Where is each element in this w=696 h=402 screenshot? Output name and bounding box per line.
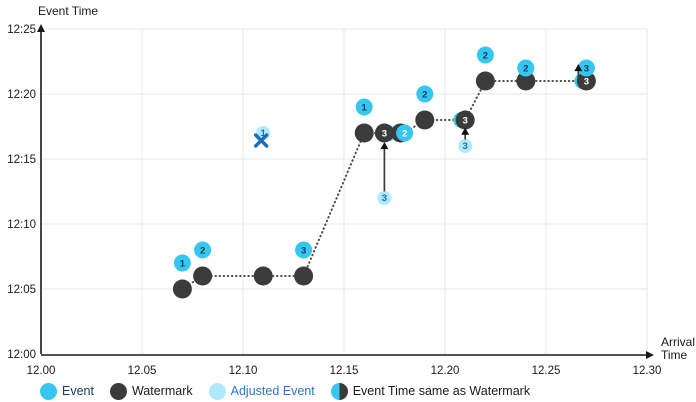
x-tick-label: 12.30 xyxy=(633,365,662,377)
adjustment-arrow xyxy=(380,142,389,192)
watermark-swatch-icon xyxy=(109,382,127,400)
y-tick-label: 12:15 xyxy=(7,154,36,166)
watermark-half xyxy=(455,110,475,130)
event-point: 2 xyxy=(194,241,212,259)
x-axis-title: Arrival xyxy=(661,335,695,349)
event-number: 2 xyxy=(422,89,427,100)
event-point: 2 xyxy=(517,59,535,77)
event-circle xyxy=(295,241,313,259)
dropped-x-mark-icon xyxy=(253,133,269,148)
legend-label: Watermark xyxy=(131,383,193,398)
adjustment-arrow xyxy=(461,127,470,140)
same-as-watermark-number: 3 xyxy=(584,76,589,87)
event-circle xyxy=(577,59,595,77)
x-tick-label: 12.25 xyxy=(532,365,561,377)
y-tick-label: 12:00 xyxy=(7,349,36,361)
y-tick-label: 12:20 xyxy=(7,89,36,101)
adjusted-event-number: 1 xyxy=(261,128,267,139)
adjusted-swatch-icon xyxy=(208,382,226,400)
chart-legend: Event Watermark Adjusted Event Event Time s… xyxy=(40,381,530,401)
y-axis-arrowhead-icon xyxy=(37,24,45,32)
x-tick-label: 12.20 xyxy=(431,365,460,377)
watermark-point xyxy=(516,71,536,91)
adjusted-event-point: 3 xyxy=(458,139,473,153)
arrow-head-icon xyxy=(574,64,583,72)
x-tick-label: 12.15 xyxy=(330,365,359,377)
x-axis-arrowhead-icon xyxy=(646,351,654,359)
watermark-point xyxy=(294,266,314,286)
adjusted-event-number: 3 xyxy=(382,193,387,204)
event-circle xyxy=(416,85,434,103)
event-number: 2 xyxy=(200,245,205,256)
watermark-half xyxy=(576,71,596,91)
same-as-watermark-point: 2 xyxy=(391,123,414,143)
same-as-watermark-number: 3 xyxy=(382,128,387,139)
event-number: 3 xyxy=(584,63,589,74)
event-circle xyxy=(194,241,212,259)
event-circle xyxy=(355,98,373,116)
y-tick-label: 12:25 xyxy=(7,24,36,36)
arrow-head-icon xyxy=(461,127,470,135)
event-point: 1 xyxy=(355,98,373,116)
watermark-half xyxy=(374,123,394,143)
same-as-watermark-number: 2 xyxy=(402,128,407,139)
x-axis-title: Time xyxy=(661,348,688,362)
watermark-point xyxy=(475,71,495,91)
legend-label: Adjusted Event xyxy=(230,383,315,398)
event-number: 1 xyxy=(180,258,186,269)
y-tick-label: 12:10 xyxy=(7,219,36,231)
event-circle xyxy=(173,254,191,272)
y-axis-title: Event Time xyxy=(38,4,98,18)
same-as-watermark-number: 3 xyxy=(463,115,468,126)
watermark-point xyxy=(253,266,273,286)
legend-item-watermark: Watermark xyxy=(109,382,193,400)
legend-item-event: Event xyxy=(40,382,94,400)
event-point: 2 xyxy=(476,46,494,64)
event-number: 3 xyxy=(301,245,306,256)
event-point: 3 xyxy=(295,241,313,259)
legend-label: Event xyxy=(62,383,94,398)
adjusted-event-circle xyxy=(458,139,473,153)
event-point: 2 xyxy=(416,85,434,103)
event-half xyxy=(396,124,414,142)
event-circle xyxy=(517,59,535,77)
event-number: 1 xyxy=(362,102,368,113)
event-circle xyxy=(476,46,494,64)
adjustment-arrow xyxy=(574,64,583,79)
event-number: 2 xyxy=(523,63,528,74)
adjusted-event-point: 1 xyxy=(253,126,271,148)
legend-label: Event Time same as Watermark xyxy=(352,383,531,398)
watermark-point xyxy=(354,123,374,143)
event-point: 3 xyxy=(577,59,595,77)
x-tick-label: 12.10 xyxy=(229,365,258,377)
same-as-watermark-point: 3 xyxy=(453,110,475,130)
watermark-point xyxy=(172,279,192,299)
adjusted-event-number: 3 xyxy=(463,141,468,152)
x-tick-label: 12.00 xyxy=(27,365,56,377)
event-swatch-icon xyxy=(40,382,57,400)
adjusted-event-circle xyxy=(377,191,392,205)
event-number: 2 xyxy=(483,50,488,61)
legend-item-same: Event Time same as Watermark xyxy=(330,382,531,400)
x-tick-label: 12.05 xyxy=(128,365,157,377)
same-swatch-icon xyxy=(330,382,348,400)
event-point: 1 xyxy=(173,254,191,272)
watermark-point xyxy=(193,266,213,286)
legend-item-adjusted: Adjusted Event xyxy=(208,382,315,400)
y-tick-label: 12:05 xyxy=(7,284,36,296)
adjusted-event-point: 3 xyxy=(377,191,392,205)
watermark-point xyxy=(415,110,435,130)
arrow-head-icon xyxy=(380,142,389,150)
